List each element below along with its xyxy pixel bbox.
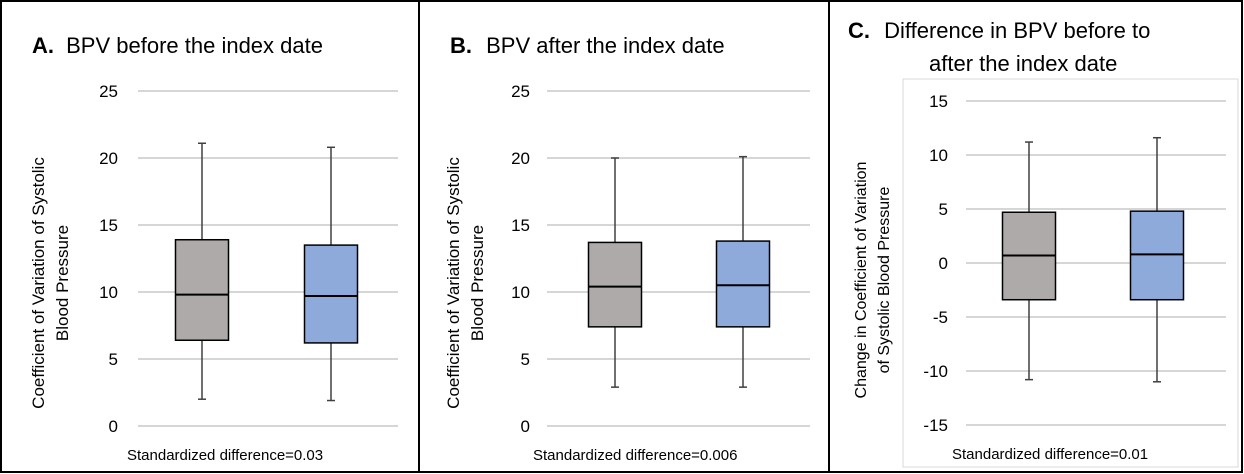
- box: [174, 238, 230, 341]
- y-tick-label: 5: [109, 350, 118, 369]
- panel-c-ylabel-line1: Change in Coefficient of Variation: [853, 162, 870, 399]
- panel-c: C. Difference in BPV before to after the…: [828, 0, 1243, 473]
- panel-c-title-text: Difference in BPV before to: [884, 18, 1150, 43]
- panel-b-ylabel-line1: Coefficient of Variation of Systolic: [444, 157, 463, 409]
- panel-a: A. BPV before the index date Coefficient…: [0, 0, 420, 473]
- y-tick-label: 0: [109, 417, 118, 436]
- y-tick-label: 20: [99, 149, 118, 168]
- panel-b-plot: 0 5 10 15 20 25: [511, 82, 810, 436]
- y-tick-label: 25: [511, 82, 530, 101]
- y-tick-label: 10: [511, 283, 530, 302]
- box: [1129, 210, 1185, 301]
- box: [303, 244, 359, 344]
- y-tick-label: -15: [923, 416, 948, 435]
- y-tick-label: -5: [933, 308, 948, 327]
- y-tick-label: 20: [511, 149, 530, 168]
- panel-b-letter: B.: [450, 33, 472, 58]
- panel-c-footnote: Standardized difference=0.01: [952, 446, 1148, 463]
- panel-a-frame: [0, 0, 420, 473]
- panel-b-frame: [418, 0, 830, 473]
- panel-b: B. BPV after the index date Coefficient …: [418, 0, 830, 473]
- y-tick-label: 25: [99, 82, 118, 101]
- panel-a-plot: 0 5 10 15 20 25: [99, 82, 398, 436]
- panel-c-plot-frame: [902, 78, 1239, 468]
- panel-b-ylabel-line2: Blood Pressure: [468, 225, 487, 341]
- box: [715, 240, 771, 328]
- y-tick-label: 15: [99, 216, 118, 235]
- y-tick-label: 5: [939, 200, 948, 219]
- panel-c-plot: -15 -10 -5 0 5 10 15: [923, 92, 1226, 435]
- y-tick-label: 0: [521, 417, 530, 436]
- y-tick-label: 15: [929, 92, 948, 111]
- panel-b-footnote: Standardized difference=0.006: [533, 447, 737, 464]
- y-tick-label: 10: [99, 283, 118, 302]
- panel-b-title-text: BPV after the index date: [486, 33, 725, 58]
- y-tick-label: 5: [521, 350, 530, 369]
- panel-b-title: B. BPV after the index date: [450, 33, 725, 58]
- y-tick-label: -10: [923, 362, 948, 381]
- y-tick-label: 15: [511, 216, 530, 235]
- panel-a-letter: A.: [32, 33, 54, 58]
- panel-a-title-text: BPV before the index date: [66, 33, 323, 58]
- panel-a-footnote: Standardized difference=0.03: [127, 447, 323, 464]
- box: [587, 241, 643, 328]
- y-tick-label: 10: [929, 146, 948, 165]
- y-tick-label: 0: [939, 254, 948, 273]
- panel-c-ylabel-line2: of Systolic Blood Pressure: [876, 187, 893, 374]
- panel-c-title-line2: after the index date: [929, 51, 1117, 76]
- panel-a-ylabel-line1: Coefficient of Variation of Systolic: [29, 157, 48, 409]
- panel-c-title: C. Difference in BPV before to: [848, 18, 1150, 43]
- panel-c-letter: C.: [848, 18, 870, 43]
- panel-a-title: A. BPV before the index date: [32, 33, 323, 58]
- panel-a-ylabel-line2: Blood Pressure: [53, 225, 72, 341]
